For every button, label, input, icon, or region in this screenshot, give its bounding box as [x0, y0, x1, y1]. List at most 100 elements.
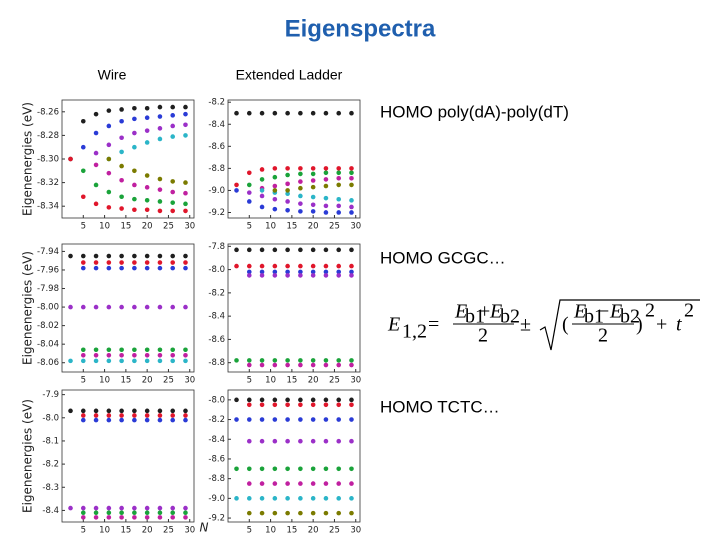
point [246, 263, 252, 269]
point [310, 209, 316, 214]
point [285, 181, 290, 187]
point [285, 417, 290, 422]
point [119, 417, 124, 423]
point [183, 505, 188, 511]
point [80, 265, 86, 271]
x-tick-label: 15 [286, 222, 297, 232]
point [157, 408, 163, 414]
y-tick-label: -8.4 [208, 120, 225, 130]
point [170, 515, 176, 520]
x-tick-label: 20 [142, 376, 153, 386]
point [144, 207, 150, 213]
point [80, 260, 86, 265]
point [298, 209, 303, 214]
point [234, 466, 239, 472]
point [336, 273, 342, 278]
y-tick-label: -8.04 [37, 340, 59, 350]
point [132, 130, 137, 136]
x-tick-label: 10 [265, 526, 276, 536]
point [183, 265, 188, 271]
point [106, 417, 112, 423]
point [170, 208, 176, 214]
point [68, 358, 73, 364]
x-tick-label: 5 [247, 376, 252, 386]
point [349, 496, 354, 501]
formula-text: b2 [500, 306, 520, 328]
point [234, 496, 239, 501]
x-tick-label: 10 [265, 376, 276, 386]
point [336, 210, 342, 215]
point [285, 358, 290, 363]
x-tick-label: 5 [247, 222, 252, 232]
point [119, 353, 124, 358]
point [157, 505, 163, 511]
point [310, 269, 316, 275]
point [119, 505, 124, 511]
point [144, 413, 150, 418]
y-tick-label: -8.6 [208, 454, 225, 464]
formula-text: 2 [598, 325, 608, 347]
point [183, 408, 188, 414]
point [310, 273, 316, 278]
point [157, 187, 163, 192]
sqrt-sign [539, 299, 700, 351]
point [106, 358, 112, 364]
point [349, 438, 354, 444]
point [80, 417, 86, 423]
point [323, 402, 329, 408]
point [157, 265, 163, 271]
point [119, 260, 124, 265]
point [170, 179, 176, 184]
point [349, 481, 354, 486]
panel: -7.9 -8.0 -8.1 -8.2 -8.3 -8.4 5 10 15 20 25 30 Eigen… [21, 389, 195, 536]
point [336, 175, 342, 181]
point [298, 110, 303, 116]
point [144, 173, 150, 178]
formula-text: b1 [584, 306, 604, 328]
point [272, 362, 278, 368]
point [80, 347, 86, 353]
point [80, 118, 86, 124]
point [310, 263, 316, 269]
point [323, 247, 329, 253]
y-tick-label: -8.34 [37, 202, 59, 212]
y-tick-label: -8.06 [37, 358, 59, 368]
formula-text: 2 [645, 300, 655, 322]
point [119, 107, 124, 112]
x-tick-label: 30 [350, 222, 361, 232]
slide-title: Eigenspectra [285, 15, 436, 42]
formula-text: + [479, 301, 490, 323]
point [323, 210, 329, 215]
panel: -7.94 -7.96 -7.98 -8.00 -8.02 -8.04 -8.06 5 10 15… [21, 243, 195, 386]
point [170, 358, 176, 364]
x-tick-label: 30 [184, 222, 195, 232]
point [310, 184, 316, 190]
point [272, 402, 278, 408]
point [259, 510, 265, 516]
point [298, 193, 303, 199]
formula-text: t [676, 314, 682, 336]
point [272, 273, 278, 278]
point [310, 466, 316, 472]
point [93, 510, 99, 516]
point [323, 273, 329, 278]
point [119, 413, 124, 418]
formula-text: E [609, 301, 622, 323]
point [106, 205, 112, 210]
point [119, 358, 124, 364]
y-tick-label: -8.4 [42, 506, 59, 516]
point [310, 397, 316, 403]
panel: -8.2 -8.4 -8.6 -8.8 -9.0 -9.2 5 10 15 20 25 30 [208, 98, 361, 232]
point [272, 247, 278, 253]
point [157, 510, 163, 516]
point [157, 114, 163, 119]
point [183, 417, 188, 423]
point [170, 353, 176, 358]
point [298, 358, 303, 363]
point [259, 110, 265, 116]
point [349, 166, 354, 171]
point [285, 273, 290, 278]
point [157, 176, 163, 182]
point [183, 122, 188, 128]
